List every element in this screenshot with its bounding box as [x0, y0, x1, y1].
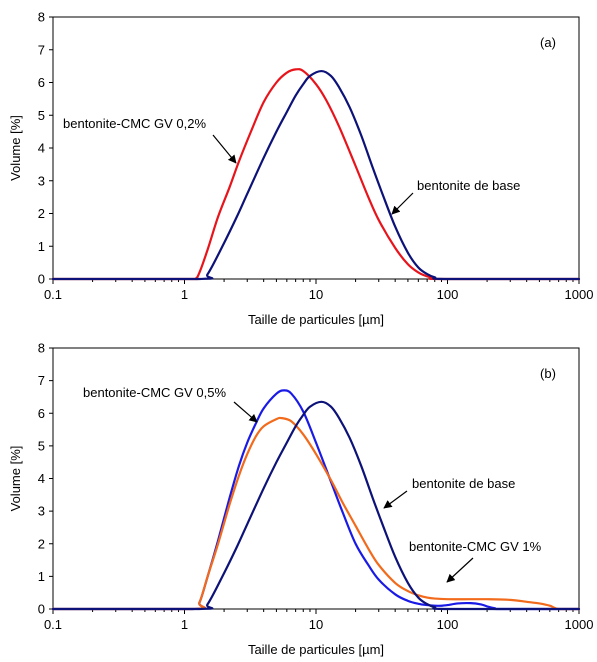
panel-a-y-tick-label: 0 [38, 272, 45, 287]
panel-a-annotation-1: bentonite de base [417, 178, 520, 193]
panel-a-x-tick-label: 1000 [565, 287, 594, 302]
panel-b-y-tick-label: 0 [38, 602, 45, 617]
panel-b-annotation-0: bentonite-CMC GV 0,5% [83, 385, 227, 400]
panel-b-y-tick-label: 6 [38, 406, 45, 421]
panel-a-annotation-1-arrow [391, 192, 414, 215]
panel-a-y-tick-label: 3 [38, 173, 45, 188]
panel-a-series-0-line [51, 68, 581, 281]
panel-a-y-tick-label: 1 [38, 239, 45, 254]
panel-b-y-tick-label: 2 [38, 536, 45, 551]
panel-a-x-tick-label: 10 [309, 287, 323, 302]
panel-b-y-tick-label: 7 [38, 373, 45, 388]
panel-b-y-tick-label: 4 [38, 471, 45, 486]
panel-b-x-tick-label: 0.1 [44, 617, 62, 632]
panel-b-x-tick-label: 1000 [565, 617, 594, 632]
panel-a-y-tick-label: 7 [38, 42, 45, 57]
panel-b-annotation-2: bentonite-CMC GV 1% [409, 539, 542, 554]
panel-b-label: (b) [540, 366, 556, 381]
panel-b-annotation-0-arrow [233, 401, 258, 423]
panel-a-x-tick-label: 100 [437, 287, 459, 302]
panel-b-y-tick-label: 3 [38, 504, 45, 519]
panel-a-y-tick-label: 2 [38, 206, 45, 221]
panel-a-x-axis-title: Taille de particules [µm] [248, 312, 384, 327]
panel-a-y-tick-label: 8 [38, 10, 45, 25]
panel-a-label: (a) [540, 35, 556, 50]
panel-b-y-tick-label: 1 [38, 569, 45, 584]
panel-a-series-1-line [51, 69, 581, 281]
panel-a-x-tick-label: 0.1 [44, 287, 62, 302]
panel-a-y-axis-title: Volume [%] [8, 115, 23, 181]
panel-b-x-tick-label: 100 [437, 617, 459, 632]
panel-b-x-tick-label: 10 [309, 617, 323, 632]
panel-b-series-1-line [51, 416, 581, 611]
panel-b-y-tick-label: 5 [38, 438, 45, 453]
panel-b-series-0-line [51, 389, 581, 611]
panel-b-y-axis-title: Volume [%] [8, 446, 23, 512]
panel-a-annotation-0: bentonite-CMC GV 0,2% [63, 116, 207, 131]
panel-b-annotation-2-arrow [446, 557, 474, 583]
panel-a-plot-frame [52, 16, 580, 280]
panel-a-y-tick-label: 4 [38, 141, 45, 156]
panel-b-x-tick-label: 1 [181, 617, 188, 632]
panel-a-x-tick-label: 1 [181, 287, 188, 302]
panel-a-y-tick-label: 5 [38, 108, 45, 123]
panel-b-annotation-1: bentonite de base [412, 476, 515, 491]
panel-a-y-tick-label: 6 [38, 75, 45, 90]
panel-b-annotation-1-arrow [383, 490, 408, 509]
panel-a-annotation-0-arrow [212, 134, 237, 164]
panel-b-series-2-line [51, 400, 581, 611]
panel-b-x-axis-title: Taille de particules [µm] [248, 642, 384, 657]
panel-b-y-tick-label: 8 [38, 341, 45, 356]
